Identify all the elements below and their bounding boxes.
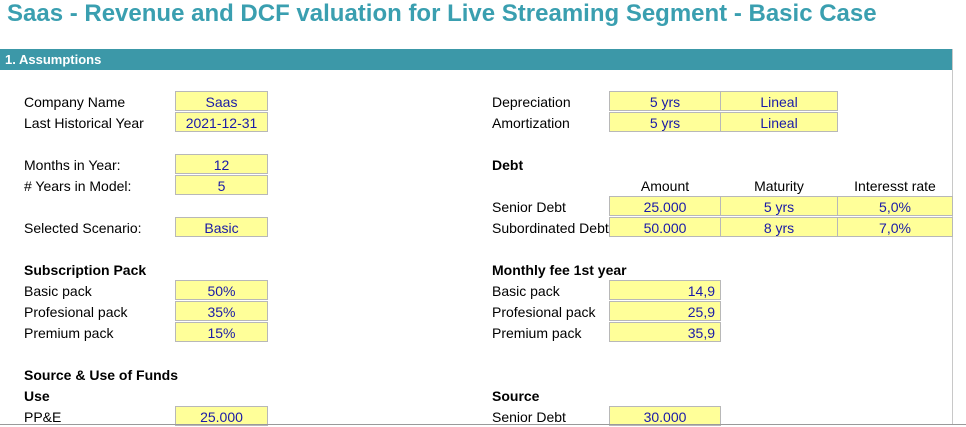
fee-profesional-input[interactable]: 25,9 (609, 301, 721, 321)
scenario-input[interactable]: Basic (175, 217, 268, 237)
basic-pack-input[interactable]: 50% (175, 280, 268, 300)
subordinated-debt-amount-input[interactable]: 50.000 (609, 217, 721, 237)
months-input[interactable]: 12 (175, 154, 268, 174)
fee-premium-label: Premium pack (492, 325, 582, 341)
basic-pack-label: Basic pack (24, 283, 92, 299)
source-senior-debt-label: Senior Debt (492, 409, 566, 425)
amount-column-header: Amount (640, 178, 690, 194)
column-divider (952, 49, 953, 425)
profesional-pack-label: Profesional pack (24, 304, 128, 320)
last-year-label: Last Historical Year (24, 115, 144, 131)
source-use-header: Source & Use of Funds (24, 367, 179, 383)
months-label: Months in Year: (24, 157, 121, 173)
senior-debt-label: Senior Debt (492, 199, 566, 215)
senior-debt-amount-input[interactable]: 25.000 (609, 196, 721, 216)
depreciation-label: Depreciation (492, 94, 571, 110)
premium-pack-label: Premium pack (24, 325, 114, 341)
subscription-header: Subscription Pack (24, 262, 147, 278)
depreciation-method-input[interactable]: Lineal (720, 91, 838, 111)
fee-basic-input[interactable]: 14,9 (609, 280, 721, 300)
years-label: # Years in Model: (24, 178, 132, 194)
debt-header: Debt (492, 157, 524, 173)
amortization-label: Amortization (492, 115, 570, 131)
senior-debt-maturity-input[interactable]: 5 yrs (720, 196, 838, 216)
ppe-label: PP&E (24, 409, 62, 425)
years-input[interactable]: 5 (175, 175, 268, 195)
company-name-label: Company Name (24, 94, 126, 110)
company-name-input[interactable]: Saas (175, 91, 268, 111)
depreciation-years-input[interactable]: 5 yrs (609, 91, 721, 111)
maturity-column-header: Maturity (754, 178, 804, 194)
fee-basic-label: Basic pack (492, 283, 560, 299)
senior-debt-rate-input[interactable]: 5,0% (837, 196, 953, 216)
source-senior-debt-input[interactable]: 30.000 (609, 406, 721, 426)
subordinated-debt-maturity-input[interactable]: 8 yrs (720, 217, 838, 237)
subordinated-debt-rate-input[interactable]: 7,0% (837, 217, 953, 237)
source-header: Source (492, 388, 540, 404)
scenario-label: Selected Scenario: (24, 220, 142, 236)
use-header: Use (24, 388, 50, 404)
monthly-fee-header: Monthly fee 1st year (492, 262, 627, 278)
amortization-years-input[interactable]: 5 yrs (609, 112, 721, 132)
profesional-pack-input[interactable]: 35% (175, 301, 268, 321)
fee-premium-input[interactable]: 35,9 (609, 322, 721, 342)
amortization-method-input[interactable]: Lineal (720, 112, 838, 132)
premium-pack-input[interactable]: 15% (175, 322, 268, 342)
subordinated-debt-label: Subordinated Debt (492, 220, 609, 236)
ppe-input[interactable]: 25.000 (175, 406, 268, 426)
rate-column-header: Interesst rate (854, 178, 936, 194)
sheet-title: Saas - Revenue and DCF valuation for Liv… (7, 0, 877, 27)
fee-profesional-label: Profesional pack (492, 304, 596, 320)
last-year-input[interactable]: 2021-12-31 (175, 112, 268, 132)
section-header-assumptions: 1. Assumptions (0, 49, 952, 70)
